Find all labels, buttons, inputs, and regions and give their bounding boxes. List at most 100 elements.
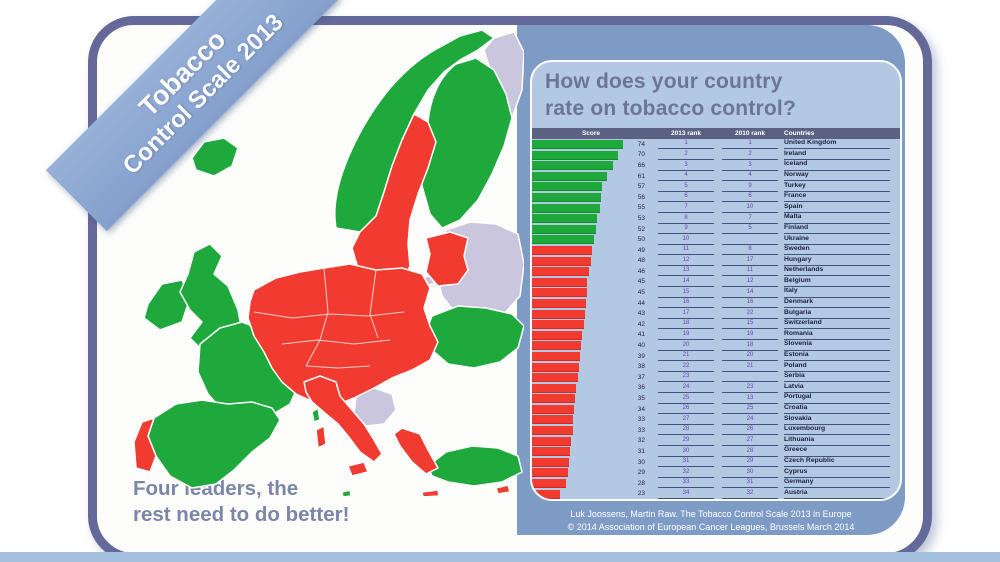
score-value: 38: [637, 363, 645, 371]
table-row: 66 3 3 Iceland: [532, 160, 900, 171]
score-bar: [532, 193, 601, 203]
map-caption-line-2: rest need to do better!: [133, 502, 350, 526]
rank-2013-cell: 32: [658, 468, 714, 478]
country-cell: Portugal: [784, 393, 890, 404]
credits: Luk Joossens, Martin Raw. The Tobacco Co…: [517, 508, 905, 534]
score-value: 36: [637, 384, 645, 392]
map-internal-border: [281, 339, 391, 345]
country-cell: Turkey: [784, 182, 890, 192]
score-bar: [532, 341, 581, 351]
score-value: 31: [637, 447, 645, 455]
rank-2013-cell: 25: [658, 394, 714, 404]
rank-2013-cell: 24: [658, 383, 714, 393]
rank-2010-cell: 20: [722, 351, 778, 362]
rank-2010-cell: 14: [722, 288, 778, 298]
score-bar: [532, 330, 582, 340]
score-bar: [532, 140, 623, 150]
country-cell: Lithuania: [784, 436, 890, 446]
rank-2013-cell: 28: [658, 425, 714, 436]
rank-2013-cell: 8: [658, 214, 714, 224]
country-cell: Austria: [784, 489, 890, 499]
score-bar: [532, 447, 570, 457]
country-cell: Czech Republic: [784, 457, 890, 468]
country-cell: France: [784, 192, 890, 203]
rank-2010-cell: 17: [722, 256, 778, 266]
map-internal-border: [305, 365, 371, 369]
rank-2010-cell: 18: [722, 341, 778, 351]
score-bar: [532, 404, 574, 414]
score-value: 57: [637, 183, 645, 191]
table-row: 34 26 25 Croatia: [532, 404, 900, 415]
score-bar: [532, 394, 575, 404]
score-value: 30: [637, 458, 645, 466]
score-value: 44: [637, 299, 645, 307]
score-bar: [532, 415, 573, 425]
country-cell: Switzerland: [784, 319, 890, 330]
map-caption: Four leaders, the rest need to do better…: [133, 476, 349, 527]
score-value: 45: [637, 278, 645, 286]
table-row: 43 17 22 Bulgaria: [532, 308, 900, 319]
country-cell: Germany: [784, 478, 890, 489]
rank-2010-cell: 25: [722, 404, 778, 415]
score-bar: [532, 489, 560, 499]
map-baltic-states: [425, 231, 469, 287]
country-cell: Sweden: [784, 245, 890, 256]
country-cell: Denmark: [784, 298, 890, 309]
score-value: 55: [637, 204, 645, 212]
table-row: 45 14 12 Belgium: [532, 276, 900, 288]
table-row: 31 30 28 Greece: [532, 446, 900, 457]
rank-2010-cell: 5: [722, 224, 778, 235]
table-row: 29 32 30 Cyprus: [532, 467, 900, 478]
rank-2010-cell: 32: [722, 489, 778, 499]
rank-2010-cell: 8: [722, 245, 778, 256]
table-row: 33 28 26 Luxembourg: [532, 425, 900, 436]
score-bar: [532, 277, 587, 287]
rank-2010-cell: 6: [722, 192, 778, 203]
table-row: 52 9 5 Finland: [532, 224, 900, 235]
table-row: 41 19 19 Romania: [532, 329, 900, 341]
score-value: 33: [637, 416, 645, 424]
europe-map: [92, 22, 525, 508]
rank-2010-cell: 24: [722, 415, 778, 425]
rank-2010-cell: 23: [722, 383, 778, 393]
rank-2010-cell: 29: [722, 457, 778, 468]
rank-2010-cell: 22: [722, 309, 778, 319]
table-row: 53 8 7 Malta: [532, 213, 900, 224]
score-value: 50: [637, 236, 645, 244]
panel-title-line-2: rate on tobacco control?: [545, 96, 796, 120]
score-bar: [532, 468, 568, 478]
rank-2010-cell: 27: [722, 436, 778, 446]
rank-2013-cell: 4: [658, 171, 714, 182]
map-internal-border: [369, 269, 379, 339]
rank-2010-cell: 11: [722, 266, 778, 277]
rank-2013-cell: 6: [658, 192, 714, 203]
rank-2013-cell: 10: [658, 235, 714, 245]
score-bar: [532, 171, 607, 181]
table-row: 23 34 32 Austria: [532, 488, 900, 499]
bottom-strip: [0, 552, 1000, 562]
table-row: 32 29 27 Lithuania: [532, 435, 900, 446]
table-row: 61 4 4 Norway: [532, 171, 900, 182]
score-bar: [532, 309, 585, 319]
rank-2010-cell: 3: [722, 161, 778, 171]
rank-2013-cell: 17: [658, 309, 714, 319]
table-header-row: Score 2013 rank 2010 rank Countries: [532, 127, 900, 139]
map-sicily: [347, 461, 369, 477]
table-body: 74 1 1 United Kingdom 70 2 2 Ireland 66 3 3 Iceland…: [532, 139, 900, 499]
score-bar: [532, 373, 578, 383]
country-cell: Ireland: [784, 150, 890, 160]
rank-2010-cell: 7: [722, 214, 778, 224]
map-corsica: [311, 407, 321, 423]
score-value: 28: [637, 479, 645, 487]
score-value: 34: [637, 405, 645, 413]
table-row: 74 1 1 United Kingdom: [532, 139, 900, 150]
credits-line-1: Luk Joossens, Martin Raw. The Tobacco Co…: [570, 509, 852, 519]
rank-2013-cell: 22: [658, 362, 714, 372]
rank-2013-cell: 15: [658, 288, 714, 298]
score-value: 40: [637, 342, 645, 350]
table-row: 46 13 11 Netherlands: [532, 266, 900, 277]
score-value: 42: [637, 320, 645, 328]
rank-2013-cell: 16: [658, 298, 714, 309]
table-row: 42 18 15 Switzerland: [532, 319, 900, 330]
score-bar: [532, 362, 579, 372]
